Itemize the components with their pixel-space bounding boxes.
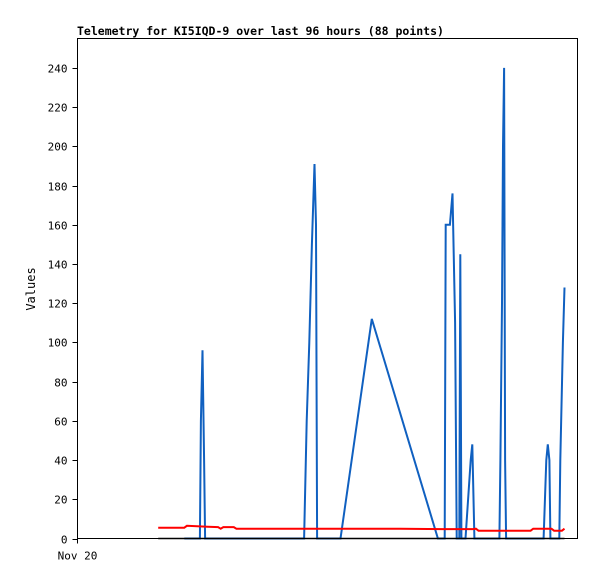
y-tick-label: 240	[48, 63, 68, 76]
y-tick-label: 40	[54, 455, 67, 468]
y-tick-label: 60	[54, 416, 67, 429]
plot-series	[158, 67, 566, 540]
y-axis-label: Values	[24, 267, 38, 310]
x-tick-label: Nov 20	[58, 550, 98, 563]
x-axis: Nov 20	[58, 538, 98, 563]
series-line-2	[158, 524, 566, 532]
series-line-1	[184, 67, 566, 540]
y-tick-label: 0	[61, 534, 68, 547]
chart-title: Telemetry for KI5IQD-9 over last 96 hour…	[77, 24, 444, 38]
y-tick-label: 180	[48, 181, 68, 194]
y-tick-label: 100	[48, 337, 68, 350]
y-tick-label: 200	[48, 141, 68, 154]
y-tick-label: 140	[48, 259, 68, 272]
y-tick-label: 120	[48, 298, 68, 311]
y-tick-label: 220	[48, 102, 68, 115]
y-axis: 0 20 40 60 80 100 120 140 160 180 200 220 240	[48, 63, 78, 547]
y-tick-label: 80	[54, 377, 67, 390]
y-tick-label: 20	[54, 494, 67, 507]
y-tick-label: 160	[48, 220, 68, 233]
